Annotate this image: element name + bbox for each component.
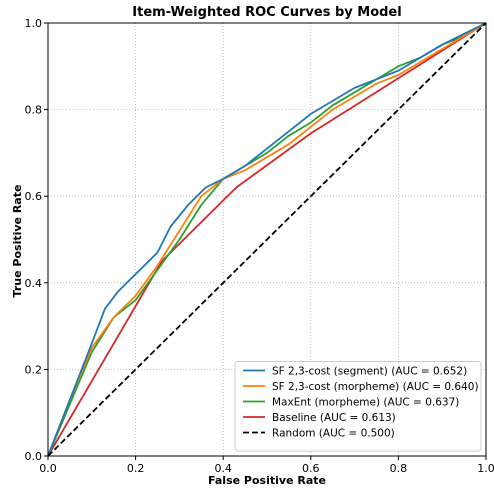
y-tick-label: 0.4	[25, 277, 43, 290]
x-axis-label: False Positive Rate	[208, 474, 326, 487]
series-line-2	[47, 22, 487, 457]
legend-label-1: SF 2,3-cost (morpheme) (AUC = 0.640)	[272, 381, 479, 393]
y-tick-label: 0.0	[25, 450, 43, 463]
x-tick-label: 0.8	[390, 462, 408, 475]
legend-box	[234, 361, 482, 452]
x-tick-label: 1.0	[477, 462, 494, 475]
plot-frame	[47, 22, 487, 457]
series-line-4	[47, 22, 487, 457]
y-tick-label: 0.6	[25, 190, 43, 203]
chart-title: Item-Weighted ROC Curves by Model	[132, 5, 401, 20]
legend-label-3: Baseline (AUC = 0.613)	[272, 412, 396, 424]
legend-label-2: MaxEnt (morpheme) (AUC = 0.637)	[272, 397, 459, 409]
x-axis-ticks: 0.0 0.2 0.4 0.6 0.8 1.0	[39, 456, 494, 475]
legend: SF 2,3-cost (segment) (AUC = 0.652) SF 2,…	[234, 361, 482, 452]
legend-label-4: Random (AUC = 0.500)	[272, 428, 395, 440]
series-layer	[47, 22, 487, 457]
y-tick-label: 0.2	[25, 363, 43, 376]
series-line-3	[47, 22, 487, 457]
y-axis-ticks: 0.0 0.2 0.4 0.6 0.8 1.0	[25, 17, 48, 463]
x-tick-label: 0.2	[127, 462, 145, 475]
series-line-0	[47, 22, 487, 457]
x-tick-label: 0.4	[214, 462, 232, 475]
x-tick-label: 0.6	[302, 462, 320, 475]
x-tick-label: 0.0	[39, 462, 57, 475]
y-tick-label: 1.0	[25, 17, 43, 30]
series-line-1	[47, 22, 487, 457]
legend-label-0: SF 2,3-cost (segment) (AUC = 0.652)	[272, 366, 467, 378]
y-tick-label: 0.8	[25, 104, 43, 117]
y-axis-label: True Positive Rate	[11, 185, 24, 298]
